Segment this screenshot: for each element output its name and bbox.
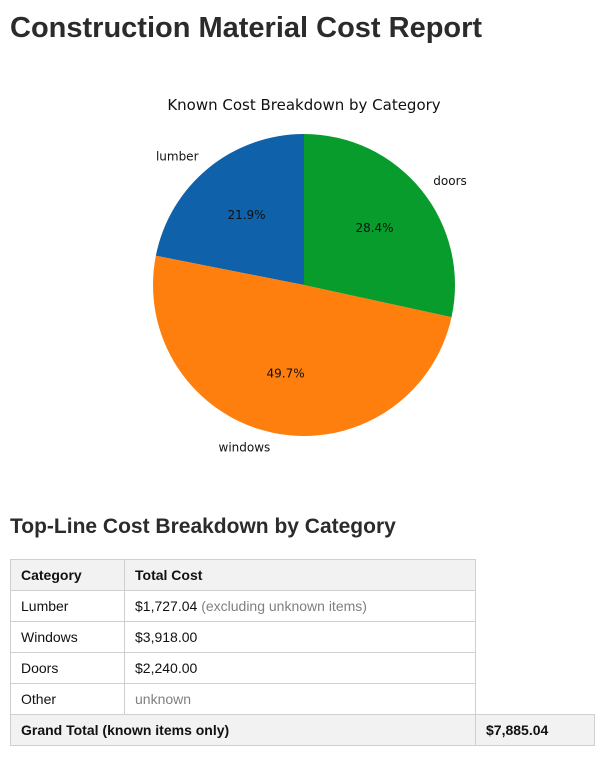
table-row: Lumber $1,727.04 (excluding unknown item… — [10, 590, 595, 622]
chart-title: Known Cost Breakdown by Category — [167, 96, 440, 114]
grand-total-value: $7,885.04 — [475, 714, 595, 746]
pie-slices: 21.9% lumber 49.7% windows 28.4% doors — [153, 134, 467, 455]
pie-slice-windows — [153, 255, 452, 436]
table-row: Doors $2,240.00 — [10, 652, 595, 684]
pie-chart: Known Cost Breakdown by Category 21.9% lu… — [153, 96, 467, 455]
pie-label-lumber: lumber — [156, 150, 199, 164]
category-cell: Doors — [10, 652, 125, 684]
cost-cell: $2,240.00 — [124, 652, 476, 684]
cost-cell: $1,727.04 (excluding unknown items) — [124, 590, 476, 622]
pie-label-windows: windows — [219, 441, 271, 455]
cost-note: (excluding unknown items) — [201, 598, 367, 614]
category-cell: Windows — [10, 621, 125, 653]
pie-pct-label-doors: 28.4% — [355, 221, 393, 235]
category-cell: Lumber — [10, 590, 125, 622]
cost-value: $1,727.04 — [135, 598, 198, 614]
grand-total-row: Grand Total (known items only) $7,885.04 — [10, 714, 595, 746]
cost-cell: unknown — [124, 683, 476, 715]
section-title: Top-Line Cost Breakdown by Category — [10, 515, 396, 538]
cost-value: $2,240.00 — [135, 660, 198, 676]
table-row: Other unknown — [10, 683, 595, 715]
pie-pct-label-lumber: 21.9% — [227, 208, 265, 222]
table-header-row: Category Total Cost — [10, 559, 595, 591]
cost-value: $3,918.00 — [135, 629, 198, 645]
table-row: Windows $3,918.00 — [10, 621, 595, 653]
cost-note: unknown — [135, 691, 192, 707]
pie-slice-doors — [304, 134, 455, 318]
cost-cell: $3,918.00 — [124, 621, 476, 653]
pie-slice-lumber — [155, 134, 304, 285]
cost-table: Category Total Cost Lumber $1,727.04 (ex… — [10, 559, 595, 746]
pie-pct-label-windows: 49.7% — [267, 367, 305, 381]
header-total-cost: Total Cost — [124, 559, 476, 591]
pie-label-doors: doors — [433, 174, 467, 188]
page-title: Construction Material Cost Report — [10, 12, 483, 44]
header-category: Category — [10, 559, 125, 591]
grand-total-label: Grand Total (known items only) — [10, 714, 476, 746]
category-cell: Other — [10, 683, 125, 715]
